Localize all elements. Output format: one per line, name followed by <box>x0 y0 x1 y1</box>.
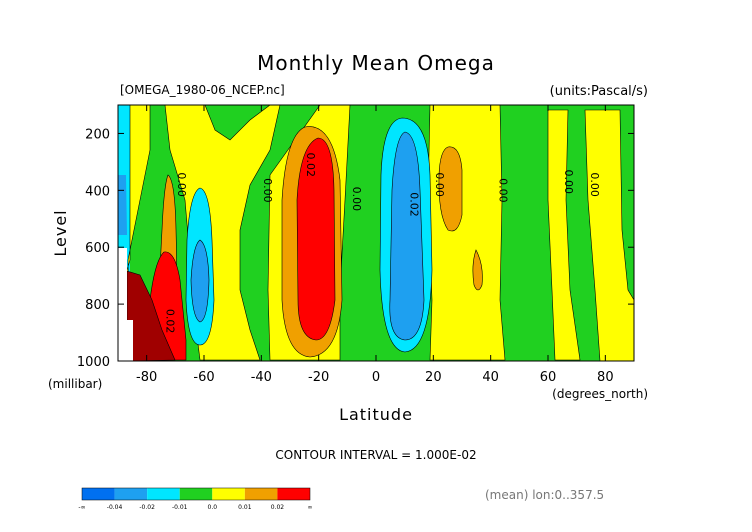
contour-label: 0.00 <box>350 187 363 212</box>
x-tick-label: -60 <box>193 370 214 385</box>
contour-label: 0.00 <box>433 172 446 197</box>
contour-label: 0.00 <box>175 172 188 197</box>
white-missing-2 <box>127 320 133 361</box>
legend-swatch <box>179 488 213 500</box>
plot-area <box>118 105 634 361</box>
y-tick-label: 600 <box>85 241 110 256</box>
blue-cell-1 <box>190 239 210 323</box>
color-legend: -∞ -0.04 -0.02 -0.01 0.0 0.01 0.02 ∞ <box>78 487 313 511</box>
yellow-band-6 <box>584 109 634 361</box>
chart-title: Monthly Mean Omega <box>257 51 495 75</box>
x-tick-label: -80 <box>136 370 157 385</box>
mean-longitude-note: (mean) lon:0..357.5 <box>485 488 604 502</box>
units-label: (units:Pascal/s) <box>550 84 648 99</box>
contour-label: 0.00 <box>496 178 509 203</box>
y-tick-label: 1000 <box>77 355 110 370</box>
y-tick-label: 200 <box>85 127 110 142</box>
dark-red-cell <box>126 270 176 361</box>
y-axis: 200 400 600 800 1000 <box>77 127 634 370</box>
contour-labels: 0.00 0.00 0.02 0.00 0.02 0.00 0.00 0.00 0.00 0.02 <box>164 152 601 333</box>
legend-tick-label: 0.0 <box>208 504 218 511</box>
legend-swatch <box>244 488 278 500</box>
contour-label: 0.02 <box>407 192 420 217</box>
y-tick-label: 800 <box>85 298 110 313</box>
legend-swatch <box>82 488 115 500</box>
legend-frame <box>81 487 311 501</box>
contour-label: 0.02 <box>164 309 177 334</box>
legend-tick-label: -0.01 <box>172 504 188 511</box>
legend-swatch <box>277 488 310 500</box>
x-units-label: (degrees_north) <box>552 387 648 401</box>
contour-label: 0.02 <box>304 152 317 177</box>
y-tick-label: 400 <box>85 184 110 199</box>
x-tick-label: -40 <box>251 370 272 385</box>
legend-tick-label: -∞ <box>78 504 85 511</box>
y-units-label: (millibar) <box>48 377 102 391</box>
legend-tick-label: -0.04 <box>107 504 123 511</box>
legend-tick-label: 0.02 <box>271 504 285 511</box>
blue-cell-2 <box>389 131 425 341</box>
legend-tick-label: -0.02 <box>139 504 155 511</box>
x-tick-label: 0 <box>372 370 380 385</box>
orange-cell-4 <box>472 249 483 291</box>
x-tick-label: 80 <box>597 370 614 385</box>
blue-edge-band <box>118 175 127 235</box>
contour-label: 0.00 <box>562 170 575 195</box>
x-axis: -80 -60 -40 -20 0 20 40 60 80 <box>136 105 614 385</box>
red-cell-1 <box>296 137 336 341</box>
file-label: [OMEGA_1980-06_NCEP.nc] <box>120 83 285 97</box>
x-tick-label: -20 <box>308 370 329 385</box>
legend-tick-label: ∞ <box>308 504 313 511</box>
legend-swatch <box>147 488 180 500</box>
x-tick-label: 20 <box>425 370 442 385</box>
y-axis-label: Level <box>51 209 70 256</box>
legend-tick-label: 0.01 <box>238 504 252 511</box>
legend-swatch <box>212 488 245 500</box>
contour-interval-text: CONTOUR INTERVAL = 1.000E-02 <box>275 448 476 462</box>
x-axis-label: Latitude <box>339 405 413 424</box>
contour-label: 0.00 <box>588 172 601 197</box>
x-tick-label: 60 <box>540 370 557 385</box>
orange-cell-3 <box>438 146 463 232</box>
yellow-band-5 <box>547 109 581 361</box>
x-tick-label: 40 <box>482 370 499 385</box>
contour-label: 0.00 <box>261 178 274 203</box>
legend-swatch <box>114 488 148 500</box>
yellow-band-4 <box>427 105 506 361</box>
